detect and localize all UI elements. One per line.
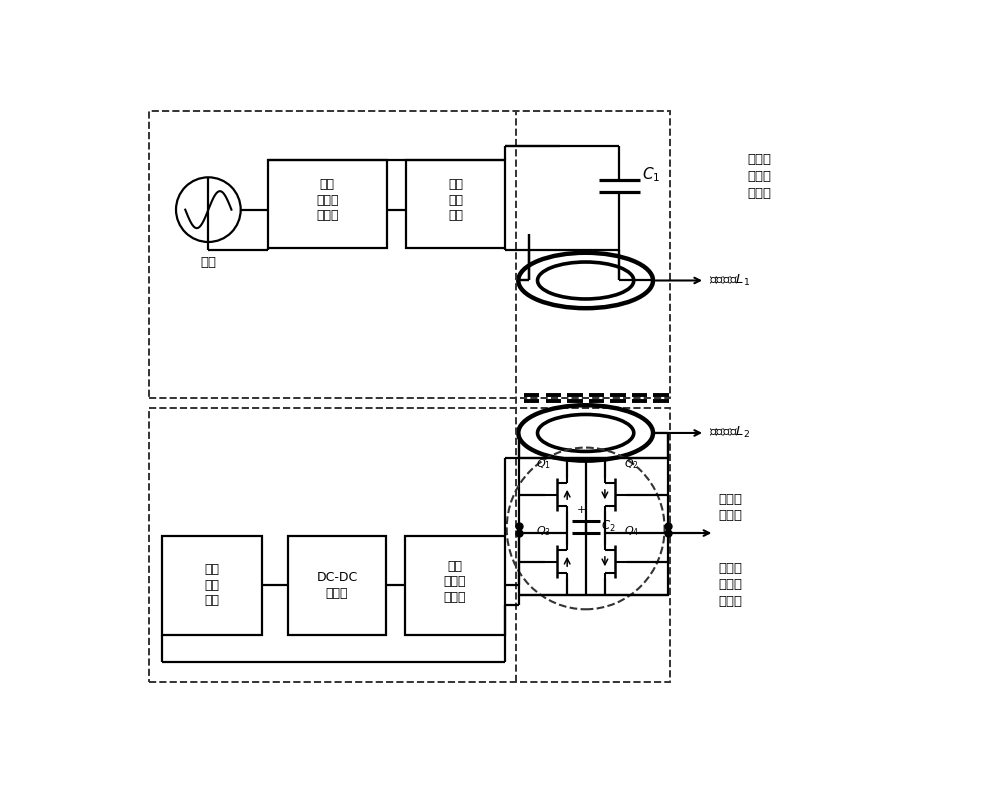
- Text: $Q_2$: $Q_2$: [624, 458, 639, 471]
- Text: $Q_1$: $Q_1$: [536, 458, 551, 471]
- Bar: [162, 536, 262, 634]
- Text: 车载
动力
电池: 车载 动力 电池: [205, 563, 220, 607]
- Bar: [268, 160, 387, 248]
- Text: 发射线圈$L_1$: 发射线圈$L_1$: [709, 273, 750, 288]
- Text: $C_1$: $C_1$: [642, 165, 660, 184]
- Text: 二次侧
并联谐
振电路: 二次侧 并联谐 振电路: [719, 562, 743, 607]
- Text: $Q_3$: $Q_3$: [536, 524, 551, 539]
- Text: 一次侧
串联谐
振电路: 一次侧 串联谐 振电路: [747, 153, 771, 200]
- Bar: [149, 111, 670, 398]
- Text: 电子电
容电路: 电子电 容电路: [719, 493, 743, 522]
- Text: 高频
逆变
电路: 高频 逆变 电路: [448, 178, 463, 222]
- Text: 接收线圈$L_2$: 接收线圈$L_2$: [709, 426, 750, 441]
- Text: 电网: 电网: [200, 255, 216, 269]
- Text: +: +: [577, 505, 586, 516]
- Text: DC-DC
变换器: DC-DC 变换器: [316, 571, 358, 600]
- Bar: [519, 457, 668, 595]
- Bar: [406, 160, 505, 248]
- Bar: [288, 536, 386, 634]
- Text: $Q_4$: $Q_4$: [624, 524, 640, 539]
- Text: 第一
整流滤
波电路: 第一 整流滤 波电路: [316, 178, 339, 222]
- Text: $C_2$: $C_2$: [601, 520, 616, 535]
- Text: 第二
整流滤
波电路: 第二 整流滤 波电路: [444, 559, 466, 604]
- Bar: [405, 536, 505, 634]
- Bar: [149, 407, 670, 683]
